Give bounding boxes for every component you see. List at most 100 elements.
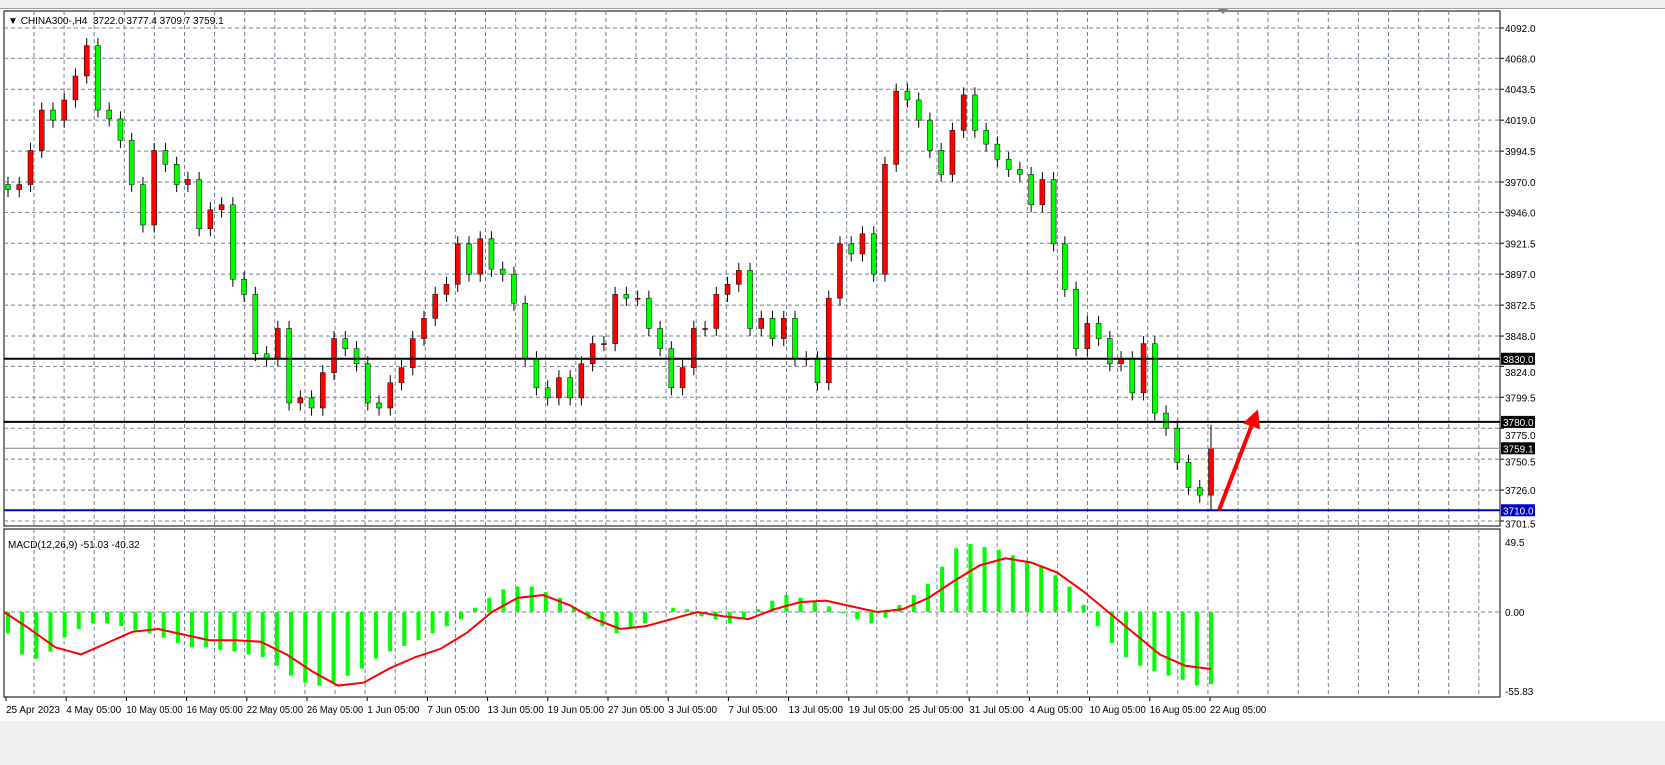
- candle: [286, 320, 292, 411]
- macd-histogram-bar: [784, 595, 789, 612]
- candle: [72, 68, 79, 108]
- date-tick-label: 19 Jul 05:00: [849, 705, 904, 716]
- macd-histogram-bar: [572, 607, 577, 612]
- candle-body: [365, 363, 371, 404]
- candle: [1107, 330, 1113, 372]
- candle-body: [825, 297, 832, 384]
- candle-body: [196, 179, 202, 229]
- candle: [972, 87, 978, 138]
- macd-histogram-bar: [699, 612, 704, 617]
- candle: [443, 276, 450, 302]
- macd-histogram-bar: [416, 612, 421, 641]
- macd-histogram-bar: [557, 597, 562, 612]
- triangle-down-icon[interactable]: ▼: [8, 16, 18, 27]
- macd-histogram-bar: [515, 586, 520, 612]
- candle-body: [185, 179, 191, 185]
- candle: [589, 336, 596, 372]
- candle: [578, 356, 585, 406]
- macd-histogram-bar: [246, 612, 251, 655]
- candle-body: [578, 363, 585, 399]
- candle: [511, 266, 517, 311]
- candle: [38, 102, 45, 159]
- candle: [1140, 336, 1147, 401]
- price-tick-label: 3750.5: [1505, 457, 1536, 468]
- macd-histogram-bar: [1067, 586, 1072, 612]
- macd-histogram-bar: [444, 612, 449, 627]
- price-tick-label: 3701.5: [1505, 519, 1536, 530]
- candle-body: [128, 140, 135, 185]
- candle-body: [252, 294, 259, 354]
- price-tick-label: 3946.0: [1505, 208, 1536, 219]
- arrow-head: [1243, 409, 1260, 430]
- candle: [1152, 336, 1158, 421]
- candle-body: [904, 90, 911, 101]
- candle-body: [331, 338, 337, 373]
- candle-body: [1140, 343, 1147, 394]
- macd-histogram-bar: [1039, 566, 1044, 612]
- candle-body: [1028, 174, 1034, 205]
- macd-histogram-bar: [359, 612, 364, 669]
- candle-body: [151, 150, 157, 226]
- candle: [50, 102, 56, 128]
- macd-signal-line: [3, 557, 1212, 687]
- candle: [1005, 151, 1012, 177]
- candle: [1095, 315, 1102, 347]
- price-tick-label: 3799.5: [1505, 393, 1536, 404]
- candle: [848, 236, 854, 262]
- level-label-bg: [1501, 415, 1535, 428]
- price-tick-label: 3921.5: [1505, 239, 1536, 250]
- date-tick-label: 26 May 05:00: [307, 705, 364, 716]
- candle: [128, 132, 135, 193]
- candle: [1050, 171, 1057, 252]
- candle: [499, 261, 506, 282]
- candle-body: [724, 284, 731, 295]
- candle: [454, 236, 461, 292]
- date-tick-label: 25 Jul 05:00: [909, 705, 964, 716]
- date-tick-label: 7 Jul 05:00: [728, 705, 777, 716]
- candle: [915, 92, 922, 128]
- candle-body: [769, 318, 776, 339]
- macd-title: MACD(12,26,9) -51.03 -40.32: [8, 540, 140, 551]
- price-tick-label: 3726.0: [1505, 486, 1536, 497]
- date-tick-label: 16 May 05:00: [187, 705, 244, 716]
- macd-histogram-bar: [968, 544, 973, 612]
- candle-body: [488, 238, 495, 270]
- candle-body: [522, 302, 528, 360]
- candle-body: [870, 233, 877, 275]
- candle-body: [792, 318, 798, 360]
- macd-histogram-bar: [614, 612, 619, 634]
- candle: [27, 142, 34, 193]
- up-arrow-icon: [1217, 409, 1260, 511]
- candle-body: [837, 243, 843, 299]
- macd-histogram-bar: [430, 612, 435, 634]
- macd-histogram-bar: [204, 612, 209, 648]
- candle-body: [207, 209, 214, 229]
- macd-histogram-bar: [756, 609, 761, 612]
- price-tick-label: 4092.0: [1505, 24, 1536, 35]
- macd-histogram-bar: [76, 612, 81, 629]
- candle-body: [1073, 289, 1079, 349]
- macd-histogram-bar: [105, 612, 110, 624]
- candle-body: [1163, 412, 1169, 429]
- macd-histogram-bar: [685, 609, 690, 612]
- chart-canvas[interactable]: 4092.0 4068.0 4043.5 4019.0 3994.5 3970.0 3946…: [0, 9, 1665, 721]
- candle: [882, 156, 888, 282]
- candle: [387, 375, 394, 416]
- date-tick-label: 10 Aug 05:00: [1090, 705, 1147, 716]
- candle-body: [16, 184, 22, 190]
- macd-histogram-bar: [642, 612, 647, 624]
- macd-histogram-bar: [841, 612, 846, 614]
- date-tick-label: 22 Aug 05:00: [1210, 705, 1267, 716]
- candle-body: [758, 318, 765, 329]
- macd-histogram-bar: [147, 612, 152, 634]
- candle: [1163, 405, 1169, 436]
- price-tick-label: 3970.0: [1505, 178, 1536, 189]
- candle-body: [241, 278, 247, 295]
- candle: [320, 365, 326, 416]
- macd-histogram-bar: [826, 606, 831, 612]
- chart-window[interactable]: 4092.0 4068.0 4043.5 4019.0 3994.5 3970.0 3946…: [0, 8, 1665, 721]
- candle: [556, 370, 562, 406]
- candle: [488, 231, 495, 277]
- date-tick-label: 16 Aug 05:00: [1150, 705, 1207, 716]
- candle-body: [859, 233, 866, 255]
